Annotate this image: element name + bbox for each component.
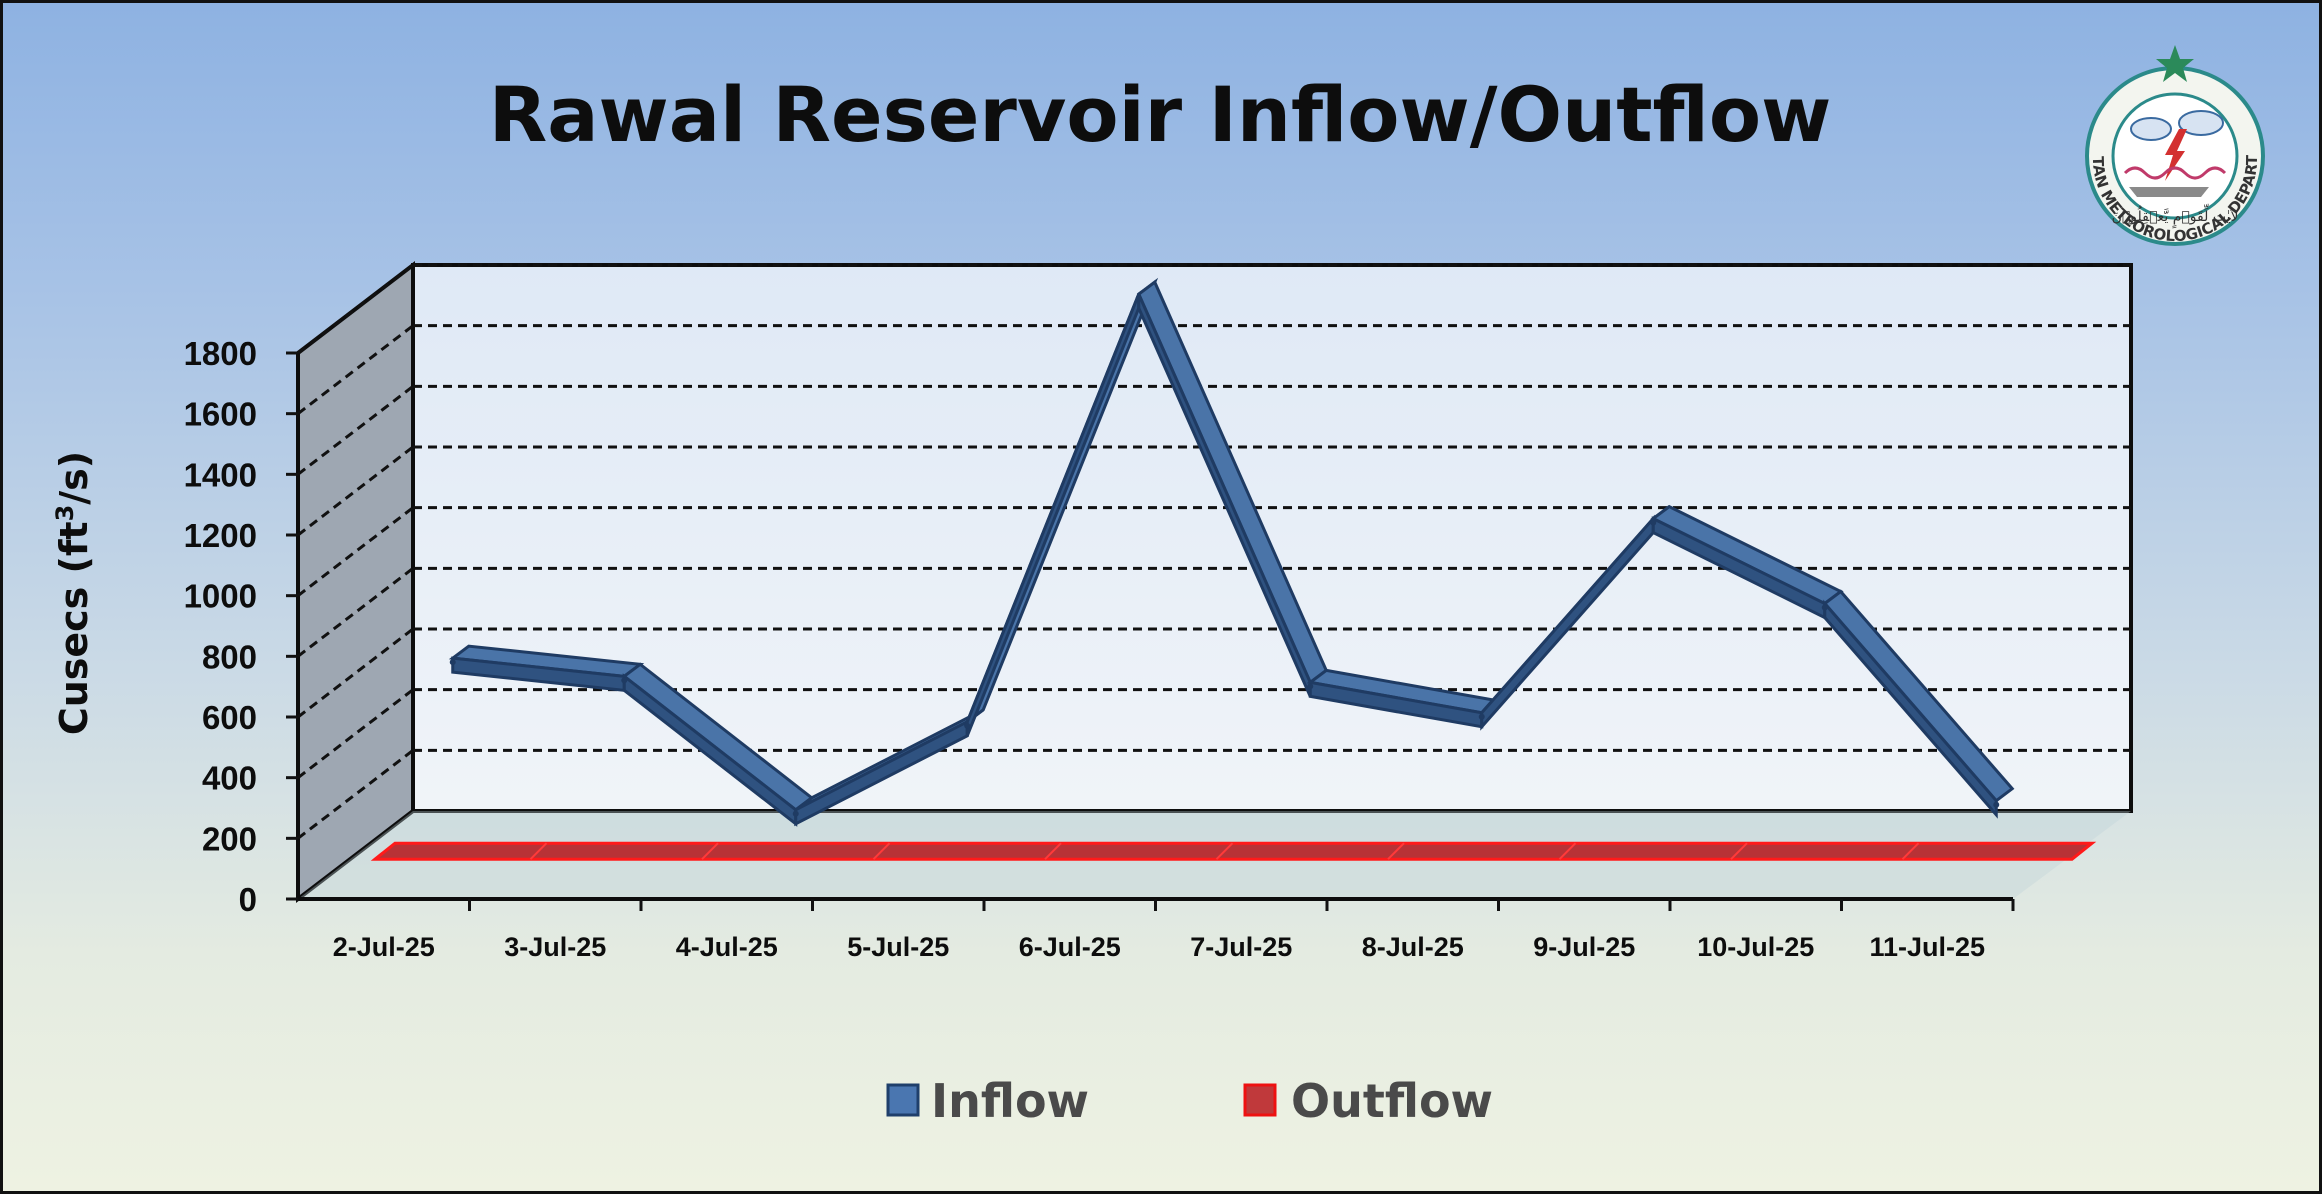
x-tick-label: 2-Jul-25 (333, 932, 435, 962)
y-axis-label: Cusecs (ft3/s) (51, 451, 96, 735)
side-gridline (297, 324, 414, 415)
inflow-segment (1823, 599, 1998, 819)
y-tick-label: 800 (202, 638, 257, 675)
back-wall (411, 263, 2133, 813)
legend-label-outflow: Outflow (1291, 1074, 1493, 1128)
logo-star-icon (2156, 45, 2194, 82)
chart-title: Rawal Reservoir Inflow/Outflow (489, 70, 1832, 159)
logo-motto: لأيٰتٍ لِّقَوۡمٍ يَّعۡقِلُوۡنَ (2112, 204, 2239, 229)
y-tick-label: 0 (239, 881, 257, 918)
pmd-logo: PAKISTAN METEOROLOGICAL DEPARTMENT لأيٰت… (2063, 41, 2265, 246)
side-gridline (297, 627, 414, 719)
inflow-point (621, 677, 628, 684)
side-gridline (297, 749, 414, 840)
x-tick-label: 8-Jul-25 (1362, 932, 1464, 962)
side-gridline (297, 263, 414, 355)
outflow-point (1044, 842, 1062, 860)
x-tick-label: 4-Jul-25 (676, 932, 778, 962)
legend-label-inflow: Inflow (931, 1074, 1089, 1128)
outflow-point (1387, 842, 1405, 860)
logo-ship-icon (2129, 187, 2209, 197)
legend: Inflow Outflow (886, 1074, 1493, 1128)
y-axis-label-sup: 3 (51, 505, 79, 522)
x-axis-ticks: 2-Jul-25 3-Jul-25 4-Jul-25 5-Jul-25 6-Jul-25… (333, 899, 2015, 962)
inflow-point (1135, 295, 1142, 302)
y-axis-ticks: 0 200 400 600 800 1000 1200 1400 1600 1800 (184, 335, 298, 918)
outflow-point (1558, 842, 1577, 860)
logo-cloud-icon (2178, 110, 2224, 136)
inflow-point (1993, 801, 2000, 808)
inflow-series (448, 277, 2015, 827)
y-tick-label: 1800 (184, 335, 257, 372)
legend-swatch-inflow (886, 1083, 920, 1117)
side-gridline (297, 688, 414, 779)
y-axis-label-end: /s) (52, 451, 96, 505)
outflow-point (529, 842, 548, 860)
x-tick-label: 11-Jul-25 (1869, 932, 1985, 962)
side-gridline (297, 506, 414, 597)
y-tick-label: 1400 (184, 456, 257, 493)
y-tick-label: 1600 (184, 396, 257, 433)
outflow-ribbon (370, 841, 2097, 861)
chart-svg: Rawal Reservoir Inflow/Outflow 0 200 400 60… (51, 70, 2133, 1128)
outflow-series (370, 841, 2097, 861)
x-tick-label: 6-Jul-25 (1019, 932, 1121, 962)
legend-swatch-outflow (1243, 1083, 1277, 1117)
outflow-point (872, 842, 891, 860)
x-tick-label: 5-Jul-25 (847, 932, 949, 962)
x-tick-label: 7-Jul-25 (1190, 932, 1292, 962)
outflow-point (1215, 842, 1234, 860)
y-tick-label: 200 (202, 820, 257, 857)
inflow-point (792, 810, 799, 817)
x-tick-label: 10-Jul-25 (1697, 932, 1814, 962)
side-gridline (297, 445, 414, 537)
outflow-point (1901, 842, 1920, 860)
inflow-point (1650, 519, 1657, 526)
outflow-point (701, 842, 719, 860)
logo-cloud-icon (2130, 117, 2172, 141)
y-axis-label-main: Cusecs (ft (52, 521, 96, 735)
x-tick-label: 9-Jul-25 (1533, 932, 1635, 962)
y-tick-label: 1000 (184, 578, 257, 615)
y-tick-label: 600 (202, 699, 257, 736)
plot-area (296, 260, 2133, 904)
x-tick-label: 3-Jul-25 (504, 932, 606, 962)
side-gridline (297, 567, 414, 658)
inflow-point (1821, 604, 1828, 611)
inflow-point (1478, 713, 1485, 720)
inflow-point (449, 659, 456, 666)
y-tick-label: 1200 (184, 517, 257, 554)
inflow-point (964, 722, 971, 729)
y-tick-label: 400 (202, 760, 257, 797)
inflow-point (1307, 683, 1314, 690)
side-gridline (297, 385, 414, 476)
logo-wave-icon (2123, 166, 2227, 180)
outflow-point (1730, 842, 1748, 860)
